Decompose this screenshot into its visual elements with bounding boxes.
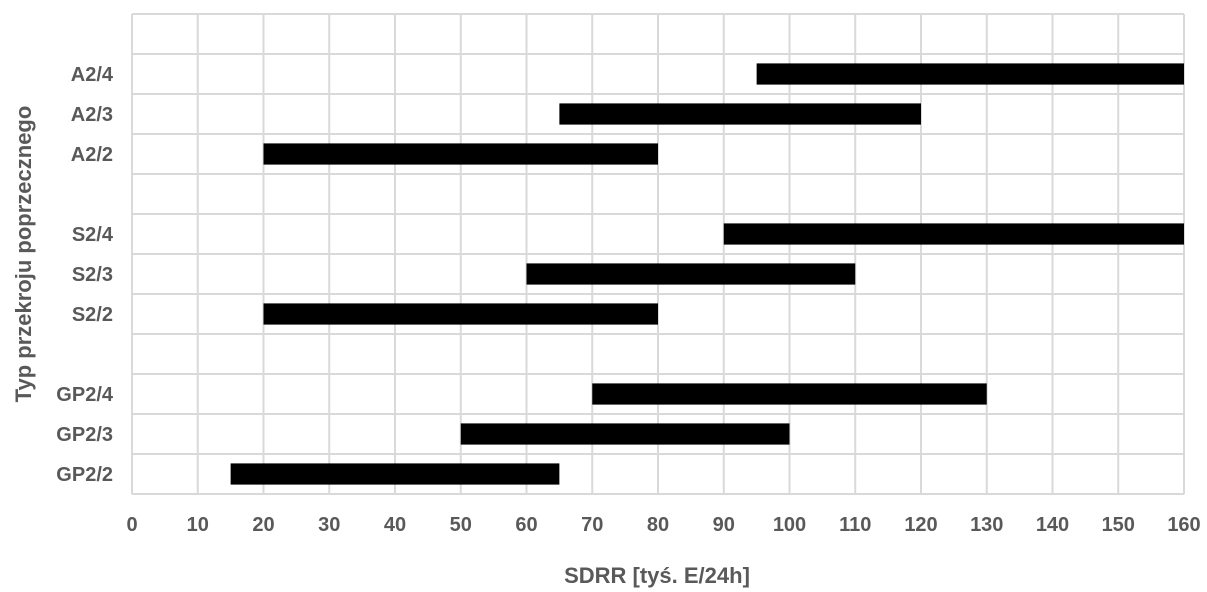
y-tick-label: GP2/3 bbox=[56, 424, 113, 446]
y-tick-label: A2/4 bbox=[71, 64, 114, 86]
x-tick-label: 120 bbox=[904, 514, 937, 536]
x-tick-label: 160 bbox=[1167, 514, 1200, 536]
y-axis-title: Typ przekroju poprzecznego bbox=[11, 106, 36, 403]
bars bbox=[230, 63, 1184, 485]
grid bbox=[131, 13, 1185, 495]
x-tick-label: 80 bbox=[647, 514, 669, 536]
bar-a2-2 bbox=[263, 143, 658, 165]
x-tick-label: 20 bbox=[252, 514, 274, 536]
x-tick-label: 100 bbox=[773, 514, 806, 536]
y-tick-label: GP2/4 bbox=[56, 384, 114, 406]
x-tick-label: 140 bbox=[1036, 514, 1069, 536]
bar-s2-4 bbox=[723, 223, 1184, 245]
x-tick-label: 150 bbox=[1102, 514, 1135, 536]
y-tick-label: A2/3 bbox=[71, 104, 113, 126]
bar-gp2-2 bbox=[230, 463, 560, 485]
bar-s2-3 bbox=[526, 263, 856, 285]
bar-a2-3 bbox=[559, 103, 921, 125]
x-tick-label: 130 bbox=[970, 514, 1003, 536]
y-tick-label: GP2/2 bbox=[56, 464, 113, 486]
x-tick-label: 50 bbox=[450, 514, 472, 536]
y-tick-labels: A2/4 A2/3 A2/2 S2/4 S2/3 S2/2 GP2/4 GP2/3 GP2/2 bbox=[56, 64, 114, 486]
x-axis-title: SDRR [tyś. E/24h] bbox=[564, 563, 750, 588]
y-tick-label: S2/3 bbox=[72, 264, 113, 286]
bar-s2-2 bbox=[263, 303, 658, 325]
x-tick-label: 40 bbox=[384, 514, 406, 536]
x-tick-label: 110 bbox=[839, 514, 871, 536]
x-tick-label: 60 bbox=[515, 514, 537, 536]
x-tick-label: 30 bbox=[318, 514, 340, 536]
x-tick-label: 0 bbox=[126, 514, 137, 536]
y-tick-label: S2/4 bbox=[72, 224, 114, 246]
y-tick-label: A2/2 bbox=[71, 144, 113, 166]
x-tick-labels: 0 10 20 30 40 50 60 70 80 90 100 110 120 130 140 150 160 bbox=[126, 514, 1200, 536]
x-tick-label: 10 bbox=[187, 514, 209, 536]
y-tick-label: S2/2 bbox=[72, 304, 113, 326]
bar-gp2-3 bbox=[460, 423, 790, 445]
x-tick-label: 90 bbox=[713, 514, 735, 536]
bar-gp2-4 bbox=[592, 383, 987, 405]
x-tick-label: 70 bbox=[581, 514, 603, 536]
bar-a2-4 bbox=[756, 63, 1184, 85]
